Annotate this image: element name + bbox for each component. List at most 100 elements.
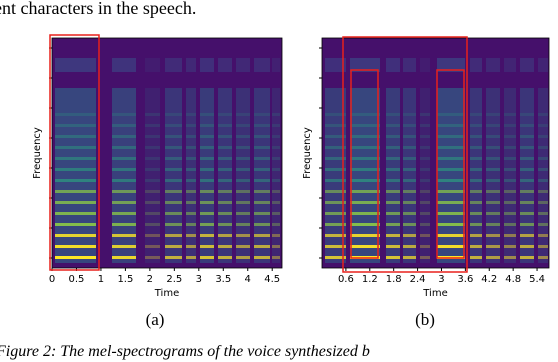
harmonic: [325, 201, 346, 204]
harmonic: [437, 179, 465, 182]
harmonic: [486, 245, 500, 248]
harmonic: [420, 223, 430, 226]
voiced-region: [325, 88, 346, 263]
harmonic: [200, 168, 214, 171]
harmonic: [254, 234, 270, 237]
harmonic: [325, 245, 346, 248]
harmonic: [236, 135, 250, 138]
harmonic: [200, 223, 214, 226]
harmonic: [218, 157, 232, 160]
harmonic: [145, 135, 160, 138]
harmonic: [145, 179, 160, 182]
harmonic: [403, 157, 416, 160]
harmonic: [520, 135, 534, 138]
harmonic: [538, 113, 548, 116]
formant-band: [254, 58, 270, 72]
harmonic: [520, 245, 534, 248]
harmonic: [200, 190, 214, 193]
harmonic: [470, 113, 482, 116]
harmonic: [254, 245, 270, 248]
harmonic: [236, 190, 250, 193]
harmonic: [403, 212, 416, 215]
voiced-region: [254, 88, 270, 263]
harmonic: [386, 223, 400, 226]
harmonic: [272, 190, 280, 193]
harmonic: [350, 124, 380, 127]
highlight-box: [350, 69, 379, 259]
harmonic: [236, 168, 250, 171]
voiced-region: [55, 88, 96, 263]
harmonic: [200, 113, 214, 116]
harmonic: [254, 113, 270, 116]
x-tick-label: 4.8: [505, 274, 521, 285]
formant-band: [437, 58, 465, 72]
harmonic: [538, 234, 548, 237]
harmonic: [325, 190, 346, 193]
harmonic: [420, 256, 430, 259]
harmonic: [165, 256, 182, 259]
harmonic: [403, 168, 416, 171]
harmonic: [186, 179, 196, 182]
panel: 0 0.5 1 1.5 2 2.5 3 3.5 4 4.5 Time Frequency (a): [32, 34, 283, 329]
harmonic: [350, 179, 380, 182]
voiced-region: [420, 88, 430, 263]
harmonic: [272, 146, 280, 149]
harmonic: [236, 179, 250, 182]
harmonic: [437, 113, 465, 116]
voiced-region: [236, 88, 250, 263]
voiced-region: [218, 88, 232, 263]
harmonic: [538, 190, 548, 193]
harmonic: [55, 124, 96, 127]
harmonic: [538, 157, 548, 160]
harmonic: [470, 223, 482, 226]
harmonic: [520, 168, 534, 171]
harmonic: [437, 124, 465, 127]
harmonic: [145, 234, 160, 237]
harmonic: [272, 124, 280, 127]
harmonic: [254, 190, 270, 193]
voiced-region: [504, 88, 516, 263]
harmonic: [254, 179, 270, 182]
harmonic: [145, 146, 160, 149]
harmonic: [55, 179, 96, 182]
harmonic: [520, 223, 534, 226]
voiced-region: [437, 88, 465, 263]
harmonic: [218, 146, 232, 149]
harmonic: [437, 146, 465, 149]
voiced-region: [520, 88, 534, 263]
harmonic: [200, 201, 214, 204]
harmonic: [272, 179, 280, 182]
harmonic: [520, 113, 534, 116]
harmonic: [186, 212, 196, 215]
formant-band: [470, 58, 482, 72]
panel: 0.6 1.2 1.8 2.4 3 3.6 4.2 4.8 5.4 Time Frequency (b…: [302, 36, 550, 329]
harmonic: [186, 256, 196, 259]
harmonic: [386, 256, 400, 259]
harmonic: [420, 245, 430, 248]
highlight-box: [436, 69, 465, 259]
harmonic: [218, 223, 232, 226]
harmonic: [112, 201, 136, 204]
voiced-region: [165, 88, 182, 263]
harmonic: [55, 212, 96, 215]
harmonic: [236, 124, 250, 127]
x-tick-label: 0.6: [338, 274, 354, 285]
y-axis-label: Frequency: [32, 127, 43, 179]
harmonic: [386, 245, 400, 248]
harmonic: [272, 157, 280, 160]
harmonic: [145, 190, 160, 193]
harmonic: [420, 124, 430, 127]
harmonic: [538, 201, 548, 204]
harmonic: [350, 201, 380, 204]
harmonic: [403, 245, 416, 248]
harmonic: [145, 168, 160, 171]
harmonic: [386, 234, 400, 237]
harmonic: [504, 146, 516, 149]
harmonic: [325, 124, 346, 127]
harmonic: [420, 190, 430, 193]
harmonic: [470, 212, 482, 215]
harmonic: [218, 179, 232, 182]
harmonic: [55, 201, 96, 204]
harmonic: [504, 113, 516, 116]
x-tick-label: 0.5: [69, 274, 85, 285]
